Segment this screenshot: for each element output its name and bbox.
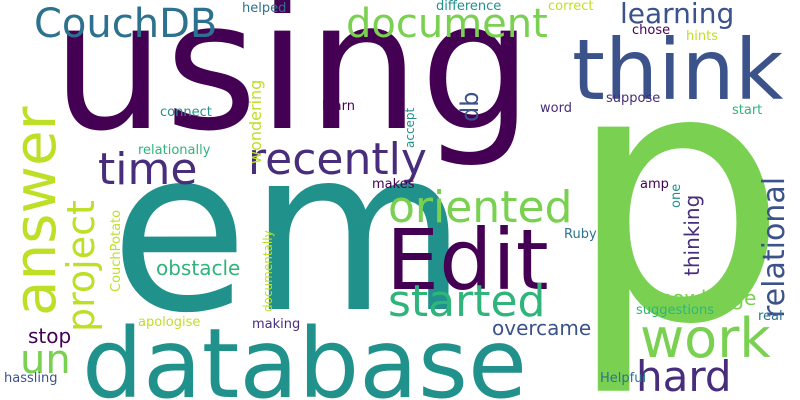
word-started: started (388, 276, 546, 327)
word-makes: makes (372, 177, 415, 192)
word-correct: correct (548, 0, 594, 14)
word-em: em (110, 101, 468, 363)
word-suppose: suppose (606, 91, 661, 106)
word-real: real (758, 309, 783, 324)
word-oriented: oriented (388, 182, 573, 233)
word-chose: chose (632, 23, 671, 38)
word-relational: relational (757, 176, 792, 318)
word-amp: amp (640, 177, 669, 192)
word-overcame: overcame (492, 316, 592, 340)
word-suggestions: suggestions (636, 303, 714, 318)
word-learn: learn (322, 99, 355, 114)
word-think: think (572, 21, 784, 119)
word-word: word (540, 101, 572, 116)
word-project: project (59, 200, 103, 332)
word-obstacle: obstacle (156, 256, 241, 280)
word-making: making (252, 317, 301, 332)
word-couchdb: CouchDB (34, 1, 218, 47)
word-p: p (566, 0, 789, 400)
word-using: using (52, 0, 533, 170)
word-helpful: Helpful (600, 371, 647, 386)
word-edit: Edit (386, 211, 549, 309)
word-relationally: relationally (138, 143, 211, 158)
word-connect: connect (160, 105, 212, 120)
word-hard: hard (636, 352, 732, 400)
word-couchpotato: CouchPotato (109, 209, 124, 292)
word-un: un (20, 337, 71, 383)
word-db: db (456, 91, 484, 122)
word-work: work (640, 307, 771, 370)
word-helped: helped (242, 1, 287, 16)
word-apologise: apologise (138, 315, 201, 330)
word-database: database (82, 308, 528, 400)
word-hassling: hassling (4, 371, 58, 386)
word-difference: difference (436, 0, 502, 14)
word-document: document (346, 1, 548, 47)
word-time: time (98, 144, 198, 195)
word-ruby: Ruby (564, 227, 597, 242)
word-answer: answer (1, 106, 69, 317)
word-stop: stop (28, 324, 72, 348)
word-knowledge: knowledge (648, 286, 757, 310)
word-learning: learning (620, 0, 735, 30)
word-documentally: documentally (261, 230, 275, 312)
word-wondering: wondering (246, 79, 265, 164)
word-start: start (732, 103, 763, 118)
word-hints: hints (686, 29, 718, 44)
word-recently: recently (248, 134, 427, 185)
word-thinking: thinking (680, 194, 704, 276)
word-accept: accept (403, 107, 417, 148)
word-one: one (669, 183, 684, 208)
